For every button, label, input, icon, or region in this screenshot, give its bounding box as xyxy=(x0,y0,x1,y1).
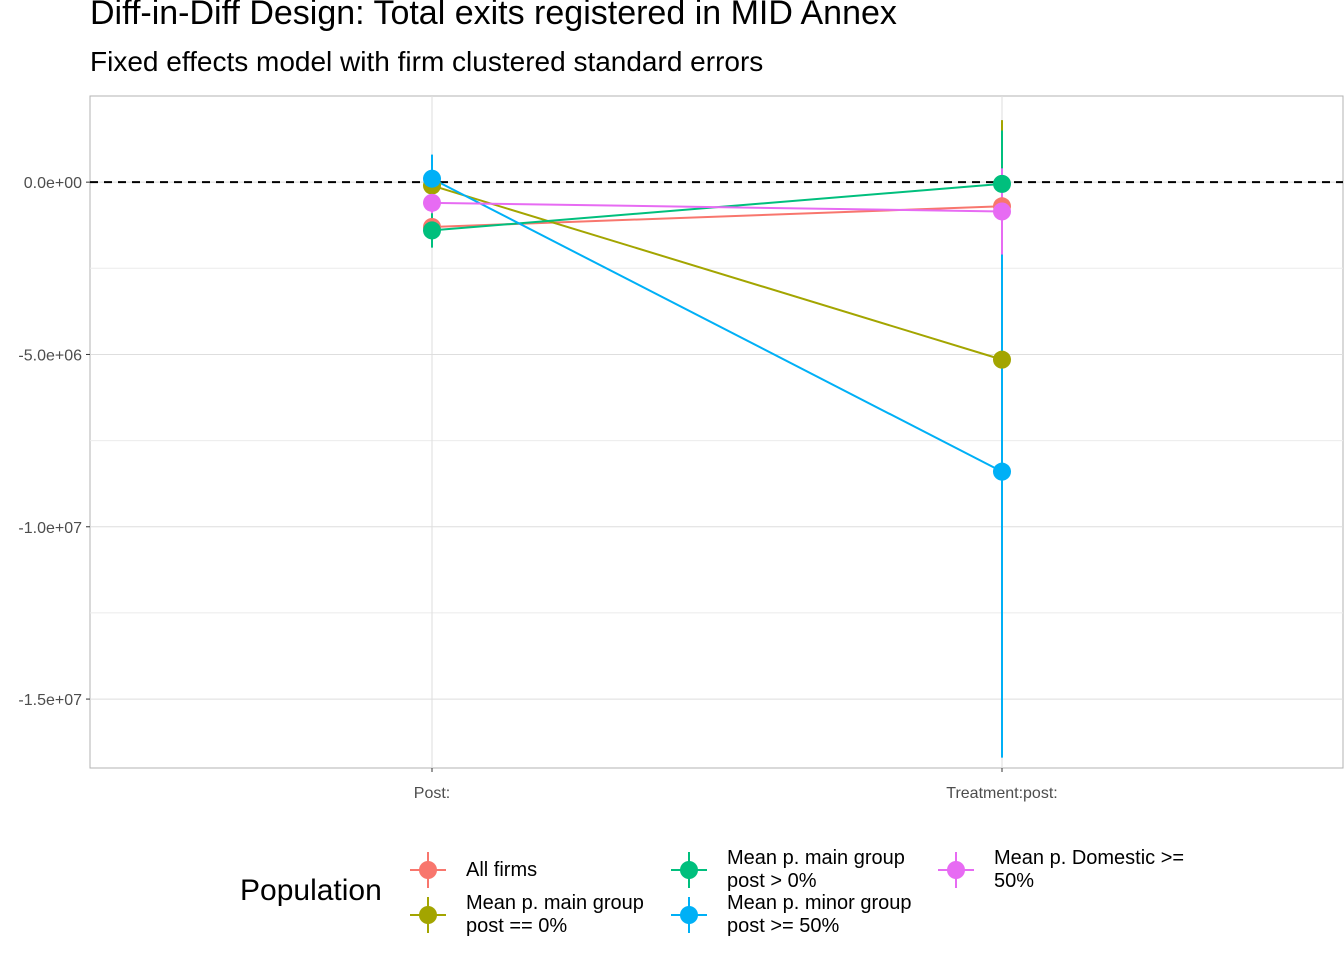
y-tick-label: -1.5e+07 xyxy=(18,692,82,709)
legend-label: Mean p. Domestic >= 50% xyxy=(994,847,1185,892)
y-tick-label: -5.0e+06 xyxy=(18,347,82,364)
legend-label: Mean p. minor group post >= 50% xyxy=(727,892,912,937)
plot-panel xyxy=(89,95,1344,769)
chart-subtitle: Fixed effects model with firm clustered … xyxy=(90,46,764,77)
legend-key xyxy=(410,897,446,933)
x-tick-label: Post: xyxy=(414,785,450,802)
data-point xyxy=(993,174,1011,193)
legend-label: All firms xyxy=(466,858,538,881)
legend-key xyxy=(671,852,707,888)
data-point xyxy=(423,193,441,212)
chart-title: Diff-in-Diff Design: Total exits registe… xyxy=(90,0,897,32)
series-line xyxy=(431,201,1003,213)
data-point xyxy=(423,221,441,240)
data-point xyxy=(993,462,1011,481)
series-line xyxy=(431,177,1003,473)
x-tick-label: Treatment:post: xyxy=(946,785,1057,802)
data-point xyxy=(423,169,441,188)
legend-key xyxy=(410,852,446,888)
data-point xyxy=(993,202,1011,221)
legend-label: Mean p. main group post == 0% xyxy=(466,892,644,937)
legend-key xyxy=(938,852,974,888)
legend-key xyxy=(671,897,707,933)
y-tick-label: 0.0e+00 xyxy=(24,175,82,192)
data-point xyxy=(993,350,1011,369)
series-line xyxy=(431,184,1003,361)
y-tick-label: -1.0e+07 xyxy=(18,520,82,537)
legend-title: Population xyxy=(240,874,382,907)
legend-label: Mean p. main group post > 0% xyxy=(727,847,905,892)
